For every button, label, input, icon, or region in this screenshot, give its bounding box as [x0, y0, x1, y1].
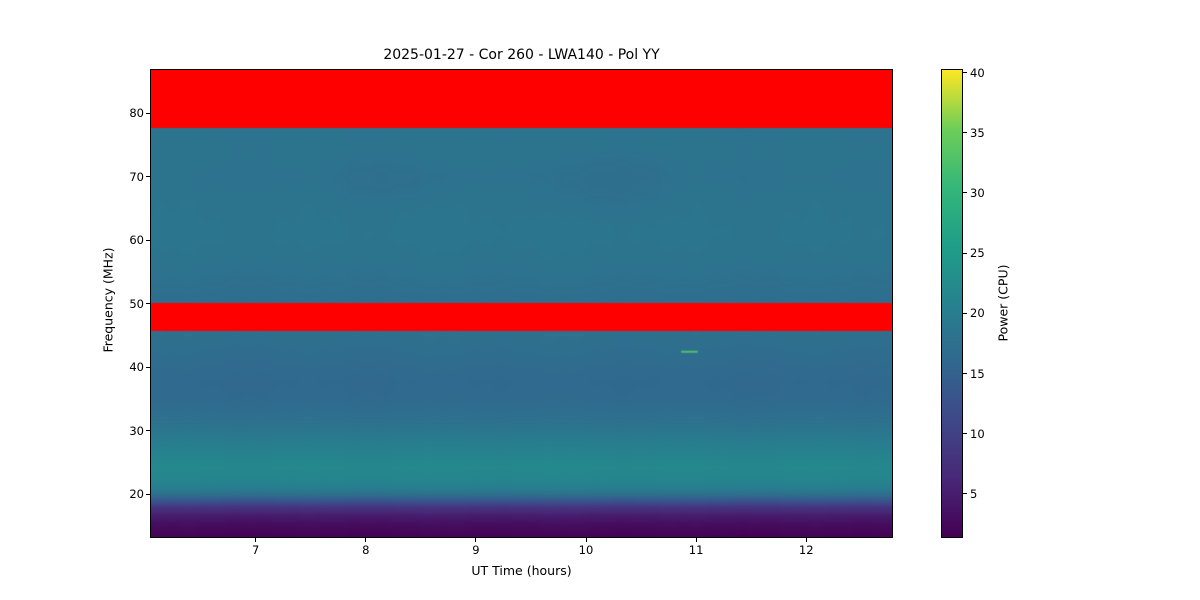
colorbar-tick-label: 20 [970, 306, 985, 321]
colorbar-tick-label: 25 [970, 246, 985, 261]
colorbar-canvas [942, 70, 962, 537]
colorbar-tick-mark [963, 72, 967, 74]
x-tick-label: 7 [252, 543, 260, 557]
x-tick-mark [475, 538, 477, 542]
colorbar-tick-mark [963, 192, 967, 194]
x-axis-label: UT Time (hours) [471, 563, 572, 578]
y-tick-mark [146, 366, 150, 368]
colorbar-tick-label: 40 [970, 65, 985, 80]
colorbar-tick-mark [963, 132, 967, 134]
y-tick-mark [146, 176, 150, 178]
x-tick-label: 12 [798, 543, 814, 557]
colorbar-tick-label: 30 [970, 185, 985, 200]
colorbar-tick-mark [963, 252, 967, 254]
y-tick-label: 50 [129, 296, 144, 311]
colorbar-tick-mark [963, 312, 967, 314]
x-tick-label: 8 [362, 543, 370, 557]
y-tick-label: 80 [129, 106, 144, 121]
colorbar-tick-label: 5 [970, 486, 978, 501]
colorbar-tick-mark [963, 493, 967, 495]
y-tick-mark [146, 112, 150, 114]
colorbar-tick-label: 10 [970, 426, 985, 441]
y-tick-label: 30 [129, 423, 144, 438]
x-tick-label: 10 [578, 543, 594, 557]
x-tick-mark [365, 538, 367, 542]
y-tick-label: 40 [129, 360, 144, 375]
colorbar [941, 69, 963, 538]
y-tick-label: 70 [129, 169, 144, 184]
y-tick-mark [146, 430, 150, 432]
x-tick-label: 9 [472, 543, 480, 557]
heatmap-plot-area [150, 69, 893, 538]
colorbar-tick-label: 35 [970, 125, 985, 140]
colorbar-tick-mark [963, 433, 967, 435]
colorbar-tick-mark [963, 373, 967, 374]
y-tick-mark [146, 303, 150, 305]
x-tick-mark [805, 538, 807, 542]
y-tick-label: 60 [129, 233, 144, 248]
x-tick-mark [255, 538, 257, 542]
x-tick-mark [695, 538, 697, 542]
heatmap-canvas [151, 70, 892, 537]
colorbar-tick-label: 15 [970, 366, 985, 381]
chart-title: 2025-01-27 - Cor 260 - LWA140 - Pol YY [383, 47, 660, 63]
y-tick-mark [146, 493, 150, 495]
x-tick-mark [585, 538, 587, 542]
x-tick-label: 11 [688, 543, 704, 557]
y-tick-label: 20 [129, 487, 144, 502]
y-tick-mark [146, 239, 150, 241]
colorbar-label: Power (CPU) [995, 264, 1011, 342]
